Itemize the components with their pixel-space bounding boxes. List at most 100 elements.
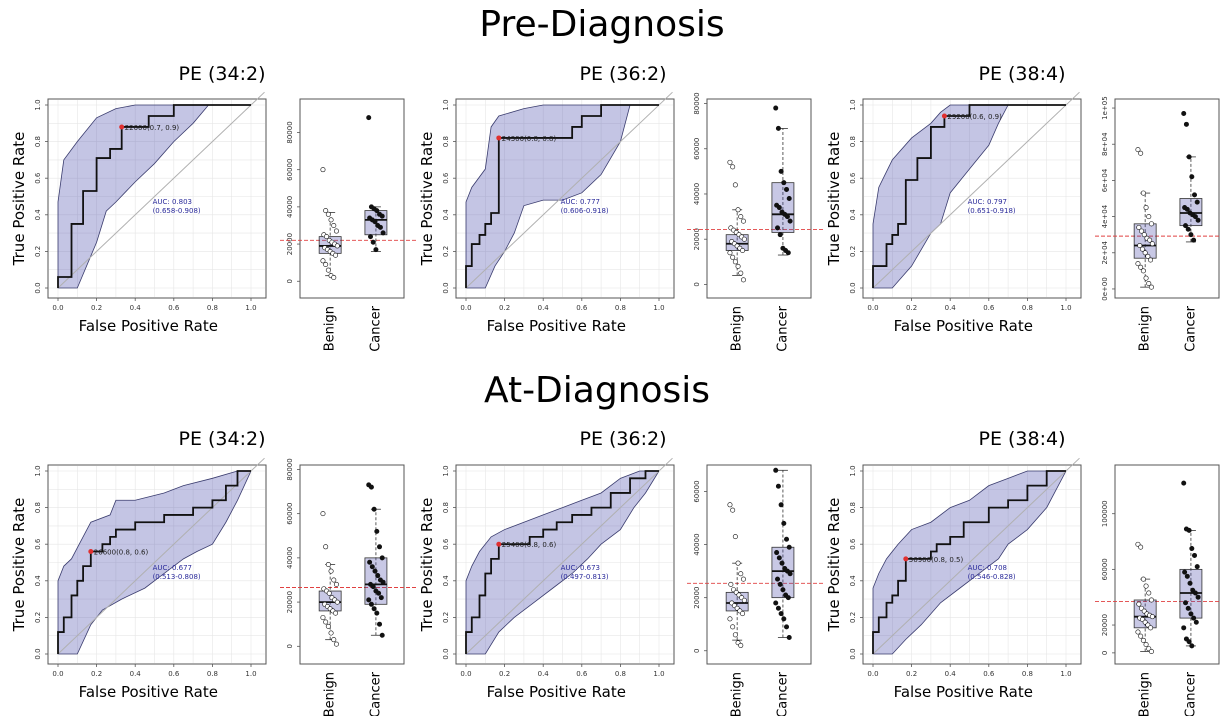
benign-point [1145,253,1151,259]
x-tick-label: 0.4 [130,670,142,678]
x-tick-label: 0.2 [499,304,510,312]
benign-point [331,637,337,643]
cancer-point [775,483,781,489]
benign-point [1140,190,1146,196]
benign-point [1138,544,1144,550]
benign-point [1143,642,1149,648]
benign-point [735,207,741,213]
benign-point [333,581,339,587]
cancer-point [1191,615,1197,621]
box-iqr [771,182,795,233]
y-tick-label: 0.8 [442,136,450,147]
y-tick-label: 0.2 [34,246,42,257]
x-tick-label: 0.2 [906,670,917,678]
x-tick-label: 0.0 [460,304,471,312]
roc-panel-4: PE (38:4) 29200(0.6, 0.9) AUC: 0.797(0.651… [825,63,1082,335]
benign-point [334,599,340,605]
cutoff-point [941,113,947,119]
y-tick-label: 0e+00 [1101,277,1109,301]
y-tick-label: 0.8 [34,136,42,147]
box-plot-frame [299,98,405,299]
y-tick-label: 8e+04 [1101,132,1109,156]
y-tick-label: 20000 [1101,614,1109,636]
cancer-point [773,105,779,111]
cutoff-label: 29200(0.6, 0.9) [947,113,1002,121]
panel-title: PE (38:4) [979,63,1066,85]
y-tick-label: 0.6 [34,538,42,550]
box-panel-5: 0e+00 2e+04 4e+04 6e+04 8e+04 1e+05 Benign Canc… [1095,96,1221,352]
cancer-point [380,230,386,236]
benign-point [333,641,339,647]
cancer-point [377,224,383,230]
section-title-pre-diagnosis: Pre-Diagnosis [479,4,724,45]
benign-point [328,217,334,223]
benign-point [740,611,746,617]
benign-point [1149,614,1155,620]
cancer-point [1195,594,1201,600]
cancer-point [372,568,378,574]
auc-ci-label: (0.606-0.918) [561,207,609,215]
category-label: Cancer [775,671,790,716]
plot-frame [47,464,267,665]
benign-point [334,243,340,249]
benign-point [328,630,334,636]
y-tick-label: 80000 [286,121,294,143]
cancer-point [370,239,376,245]
y-tick-label: 0.2 [442,612,450,623]
benign-point [1148,257,1154,263]
y-tick-label: 0 [286,644,294,648]
benign-point [735,263,741,269]
benign-point [333,252,339,258]
y-tick-label: 80000 [693,92,701,114]
roc-panel-10: PE (38:4) 36900(0.8, 0.5) AUC: 0.708(0.546… [825,428,1082,701]
cancer-point [379,555,385,561]
x-tick-label: 0.0 [52,670,63,678]
cancer-point [786,196,792,202]
cancer-point [786,634,792,640]
y-tick-label: 2e+04 [1101,240,1109,264]
x-tick-label: 0.2 [91,304,102,312]
benign-point [732,632,738,638]
benign-point [1148,648,1154,654]
benign-point [325,267,331,273]
auc-label: AUC: 0.708 [968,564,1007,572]
y-tick-label: 0.4 [849,575,857,587]
cancer-point [777,581,783,587]
x-tick-label: 0.8 [615,304,626,312]
cancer-point [785,595,791,601]
cancer-point [379,213,385,219]
roc-curve [872,104,1066,288]
x-tick-label: 1.0 [653,670,664,678]
cancer-point [1189,174,1195,180]
cancer-point [1185,605,1191,611]
auc-ci-label: (0.651-0.918) [968,207,1016,215]
cancer-point [374,208,380,214]
cancer-point [784,214,790,220]
benign-point [1146,590,1152,596]
category-label: Benign [730,672,745,716]
y-tick-label: 6e+04 [1101,168,1109,192]
roc-curve [465,104,659,288]
benign-point [735,560,741,566]
cancer-point [368,601,374,607]
y-tick-label: 60000 [286,159,294,181]
benign-point [320,615,326,621]
box-panel-11: 0 20000 60000 100000 Benign Cancer [1095,464,1221,716]
benign-point [1140,268,1146,274]
y-tick-label: 0.6 [442,538,450,550]
cancer-point [1183,223,1189,229]
y-tick-label: 0.6 [442,172,450,184]
cancer-point [778,611,784,617]
roc-curve [465,470,659,654]
x-tick-label: 0.2 [91,670,102,678]
x-tick-label: 0.0 [52,304,63,312]
y-tick-label: 0.8 [442,502,450,513]
x-tick-label: 1.0 [245,670,256,678]
y-tick-label: 0.6 [34,172,42,184]
box-panel-3: 0 20000 40000 60000 80000 Benign Cancer [687,92,825,352]
cancer-point [377,621,383,627]
panel-title: PE (36:2) [580,63,667,85]
cancer-point [774,550,780,556]
box-plot-frame [706,464,812,665]
